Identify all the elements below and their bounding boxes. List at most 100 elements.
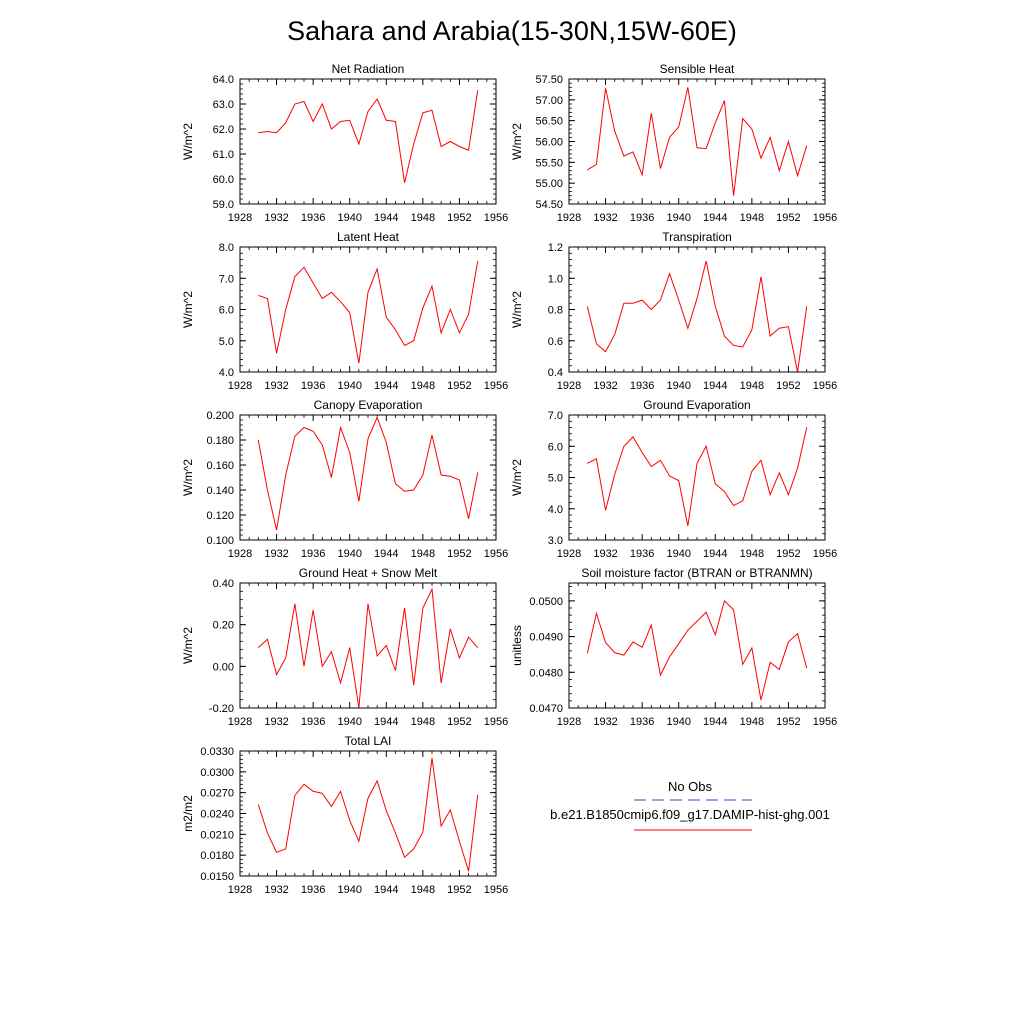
panel-canopy-evaporation: Canopy Evaporation W/m^2 1928 1932 1936 1940 1… bbox=[181, 398, 508, 560]
x-tick-label: 1948 bbox=[740, 548, 764, 560]
x-tick-label: 1936 bbox=[301, 548, 325, 560]
y-tick-label: 1.2 bbox=[548, 242, 563, 254]
y-axis-label-total-lai: m2/m2 bbox=[181, 795, 195, 832]
x-tick-label: 1928 bbox=[228, 548, 252, 560]
x-tick-label: 1928 bbox=[228, 884, 252, 896]
y-tick-label: 0.40 bbox=[213, 578, 234, 590]
panel-transpiration: Transpiration W/m^2 1928 1932 1936 1940 1944 19… bbox=[510, 230, 837, 392]
x-tick-label: 1948 bbox=[411, 716, 435, 728]
x-tick-label: 1936 bbox=[301, 884, 325, 896]
x-tick-label: 1936 bbox=[630, 380, 654, 392]
x-tick-label: 1944 bbox=[374, 380, 398, 392]
legend-line-no-obs bbox=[634, 799, 752, 801]
y-tick-label: 55.00 bbox=[535, 178, 563, 190]
y-tick-label: 0.0150 bbox=[200, 871, 234, 883]
x-tick-label: 1956 bbox=[813, 548, 837, 560]
panel-ground-evaporation: Ground Evaporation W/m^2 1928 1932 1936 1940 1… bbox=[510, 398, 837, 560]
y-tick-label: 0.160 bbox=[206, 460, 234, 472]
x-tick-label: 1948 bbox=[411, 380, 435, 392]
x-tick-label: 1940 bbox=[337, 548, 361, 560]
y-tick-label: 6.0 bbox=[219, 305, 234, 317]
x-tick-label: 1932 bbox=[593, 716, 617, 728]
y-tick-label: 5.0 bbox=[548, 473, 563, 485]
y-tick-label: 0.120 bbox=[206, 510, 234, 522]
panel-title-sensible-heat: Sensible Heat bbox=[660, 62, 735, 76]
x-tick-label: 1952 bbox=[776, 212, 800, 224]
x-tick-label: 1948 bbox=[740, 212, 764, 224]
x-tick-label: 1940 bbox=[337, 884, 361, 896]
x-tick-label: 1944 bbox=[374, 212, 398, 224]
y-tick-label: 6.0 bbox=[548, 441, 563, 453]
y-tick-label: 0.0300 bbox=[200, 767, 234, 779]
panel-soil-moisture-factor-btran-or-btranmn: Soil moisture factor (BTRAN or BTRANMN) u… bbox=[510, 566, 837, 728]
panel-title-transpiration: Transpiration bbox=[662, 230, 732, 244]
x-tick-label: 1952 bbox=[776, 380, 800, 392]
x-tick-label: 1928 bbox=[228, 716, 252, 728]
x-tick-label: 1928 bbox=[557, 380, 581, 392]
panel-title-ground-heat-snow-melt: Ground Heat + Snow Melt bbox=[299, 566, 438, 580]
x-tick-label: 1932 bbox=[593, 380, 617, 392]
series-line-net-radiation bbox=[258, 90, 479, 183]
x-tick-label: 1928 bbox=[557, 212, 581, 224]
panel-title-net-radiation: Net Radiation bbox=[332, 62, 405, 76]
x-tick-label: 1952 bbox=[776, 716, 800, 728]
x-tick-label: 1956 bbox=[484, 380, 508, 392]
x-tick-label: 1944 bbox=[703, 716, 727, 728]
panel-sensible-heat: Sensible Heat W/m^2 1928 1932 1936 1940 1944 19… bbox=[510, 62, 837, 224]
y-tick-label: 7.0 bbox=[219, 273, 234, 285]
panel-title-soil-moisture-factor-btran-or-btranmn: Soil moisture factor (BTRAN or BTRANMN) bbox=[581, 566, 812, 580]
x-tick-label: 1944 bbox=[374, 716, 398, 728]
y-tick-label: 0.00 bbox=[213, 661, 234, 673]
plot-frame-net-radiation bbox=[239, 78, 497, 205]
figure-title: Sahara and Arabia(15-30N,15W-60E) bbox=[287, 16, 737, 46]
x-tick-label: 1932 bbox=[593, 212, 617, 224]
y-tick-label: 0.0480 bbox=[529, 667, 563, 679]
x-tick-label: 1936 bbox=[630, 548, 654, 560]
y-tick-label: 0.0210 bbox=[200, 829, 234, 841]
plot-frame-latent-heat bbox=[239, 246, 497, 373]
x-tick-label: 1928 bbox=[557, 548, 581, 560]
y-axis-label-net-radiation: W/m^2 bbox=[181, 123, 195, 160]
y-tick-label: 60.0 bbox=[213, 174, 234, 186]
x-tick-label: 1952 bbox=[447, 380, 471, 392]
y-tick-label: 0.6 bbox=[548, 336, 563, 348]
series-line-transpiration bbox=[586, 260, 808, 373]
x-tick-label: 1936 bbox=[301, 716, 325, 728]
y-tick-label: 0.140 bbox=[206, 485, 234, 497]
y-axis-label-transpiration: W/m^2 bbox=[510, 291, 524, 328]
x-tick-label: 1956 bbox=[813, 212, 837, 224]
x-tick-label: 1928 bbox=[557, 716, 581, 728]
y-tick-label: 0.180 bbox=[206, 435, 234, 447]
x-tick-label: 1956 bbox=[484, 212, 508, 224]
y-tick-label: 56.50 bbox=[535, 116, 563, 128]
x-tick-label: 1932 bbox=[264, 884, 288, 896]
x-tick-label: 1948 bbox=[740, 716, 764, 728]
y-tick-label: 59.0 bbox=[213, 199, 234, 211]
x-tick-label: 1928 bbox=[228, 380, 252, 392]
x-tick-label: 1948 bbox=[411, 548, 435, 560]
y-tick-label: 0.0330 bbox=[200, 746, 234, 758]
x-tick-label: 1940 bbox=[666, 716, 690, 728]
x-tick-label: 1940 bbox=[666, 380, 690, 392]
y-tick-label: 3.0 bbox=[548, 535, 563, 547]
series-line-latent-heat bbox=[258, 260, 479, 364]
y-tick-label: 7.0 bbox=[548, 410, 563, 422]
panel-title-ground-evaporation: Ground Evaporation bbox=[643, 398, 750, 412]
x-tick-label: 1940 bbox=[337, 212, 361, 224]
series-line-ground-heat-snow-melt bbox=[257, 587, 479, 709]
y-tick-label: 0.0490 bbox=[529, 632, 563, 644]
x-tick-label: 1944 bbox=[703, 548, 727, 560]
x-tick-label: 1932 bbox=[593, 548, 617, 560]
x-tick-label: 1940 bbox=[666, 548, 690, 560]
series-line-total-lai bbox=[257, 757, 479, 872]
y-tick-label: 4.0 bbox=[548, 504, 563, 516]
y-tick-label: 0.0240 bbox=[200, 809, 234, 821]
x-tick-label: 1932 bbox=[264, 380, 288, 392]
panel-title-total-lai: Total LAI bbox=[345, 734, 392, 748]
y-axis-label-ground-heat-snow-melt: W/m^2 bbox=[181, 627, 195, 664]
x-tick-label: 1956 bbox=[484, 548, 508, 560]
x-tick-label: 1944 bbox=[374, 884, 398, 896]
legend-line-model-run bbox=[634, 829, 752, 831]
y-tick-label: 0.20 bbox=[213, 620, 234, 632]
x-tick-label: 1944 bbox=[703, 380, 727, 392]
